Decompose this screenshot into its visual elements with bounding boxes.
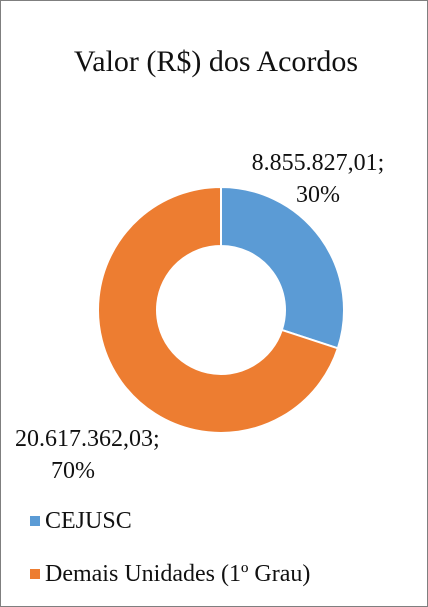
legend-label: Demais Unidades (1º Grau) [45, 561, 311, 587]
percent-label: 70% [51, 458, 95, 484]
legend-label: CEJUSC [45, 508, 132, 534]
data-label: 20.617.362,03; 70% [15, 423, 200, 487]
value-label: 8.855.827,01; [251, 150, 385, 176]
legend-swatch [30, 569, 40, 579]
chart-title: Valor (R$) dos Acordos [73, 45, 359, 78]
donut-slice [97, 185, 340, 434]
donut-slice [220, 185, 345, 350]
data-label: 8.855.827,01; 30% [233, 147, 403, 211]
percent-label: 30% [296, 182, 340, 208]
legend-swatch [30, 516, 40, 526]
value-label: 20.617.362,03; [15, 426, 160, 452]
